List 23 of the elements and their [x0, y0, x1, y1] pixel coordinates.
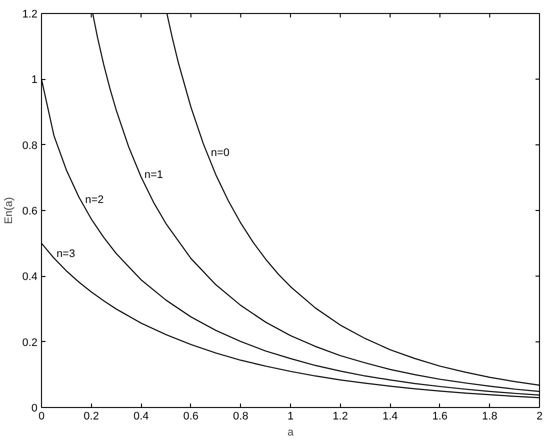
x-tick-label: 1.6: [432, 410, 448, 422]
x-tick-label: 0.4: [133, 410, 149, 422]
y-tick-label: 0.4: [22, 271, 38, 284]
x-tick-label: 0.8: [233, 410, 248, 422]
y-tick-label: 0.2: [22, 336, 38, 349]
x-tick-label: 1: [287, 410, 294, 422]
y-tick-label: 1.2: [22, 8, 38, 20]
y-tick-label: 0: [31, 402, 38, 414]
y-tick-label: 1: [31, 74, 38, 86]
x-tick-label: 2: [536, 410, 543, 422]
y-axis-title: En(a): [3, 197, 16, 224]
annotation: n=3: [56, 248, 76, 260]
annotation: n=1: [144, 169, 164, 182]
annotation: n=2: [85, 194, 104, 206]
y-tick-label: 0.6: [22, 206, 38, 218]
annotation: n=0: [210, 147, 230, 160]
y-tick-label: 0.8: [22, 140, 38, 152]
x-tick-label: 0.6: [183, 410, 199, 422]
x-tick-label: 0.2: [84, 410, 99, 422]
x-tick-label: 1.4: [382, 410, 398, 422]
x-tick-label: 1.2: [332, 410, 348, 422]
x-axis-title: a: [287, 426, 294, 438]
x-tick-label: 1.8: [482, 410, 498, 422]
